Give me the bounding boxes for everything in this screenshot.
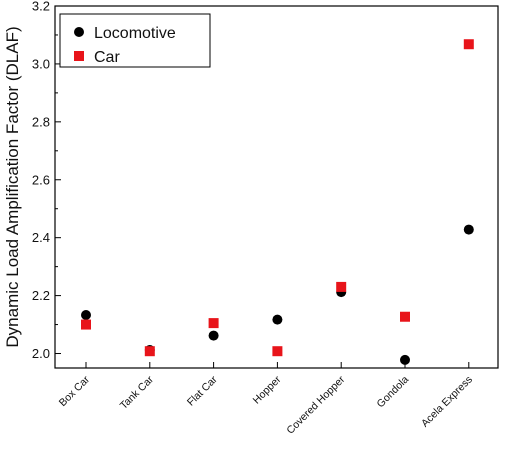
car-point	[336, 281, 347, 292]
y-tick-label: 2.6	[32, 172, 50, 187]
x-tick-label: Flat Car	[185, 373, 220, 408]
legend-car-marker	[74, 51, 84, 61]
car-point	[208, 318, 219, 329]
y-tick-label: 3.0	[32, 56, 50, 71]
locomotive-point	[400, 354, 410, 365]
y-tick-label: 2.4	[32, 230, 50, 245]
car-point	[272, 346, 283, 357]
x-tick-label: Box Car	[57, 373, 93, 409]
car-point	[463, 39, 474, 50]
legend-box	[59, 13, 211, 68]
data-markers	[81, 39, 474, 365]
car-point	[81, 319, 91, 330]
y-tick-label: 3.2	[32, 0, 50, 14]
car-point	[144, 346, 155, 357]
locomotive-point	[463, 224, 474, 235]
x-axis-ticks: Box Car Tank Car Flat Car Hopper Covered Hop…	[57, 362, 475, 437]
legend: Locomotive Car	[59, 13, 211, 68]
legend-car-label: Car	[94, 49, 120, 66]
legend-locomotive-label: Locomotive	[94, 25, 176, 42]
y-axis-label: Dynamic Load Amplification Factor (DLAF)	[3, 26, 22, 347]
x-tick-label: Acela Express	[419, 374, 475, 430]
locomotive-point	[81, 310, 91, 321]
y-tick-label: 2.2	[32, 288, 50, 303]
x-tick-label: Hopper	[251, 373, 284, 406]
y-tick-label: 2.8	[32, 114, 50, 129]
y-tick-label: 2.0	[32, 346, 50, 361]
x-tick-label: Gondola	[375, 374, 412, 411]
legend-locomotive-marker	[74, 27, 84, 37]
locomotive-point	[208, 330, 219, 341]
y-axis-ticks: 2.0 2.2 2.4 2.6 2.8 3.0 3.2	[32, 0, 61, 361]
locomotive-point	[272, 314, 283, 325]
x-tick-label: Covered Hopper	[284, 373, 347, 436]
car-point	[400, 311, 410, 322]
x-tick-label: Tank Car	[118, 373, 157, 412]
